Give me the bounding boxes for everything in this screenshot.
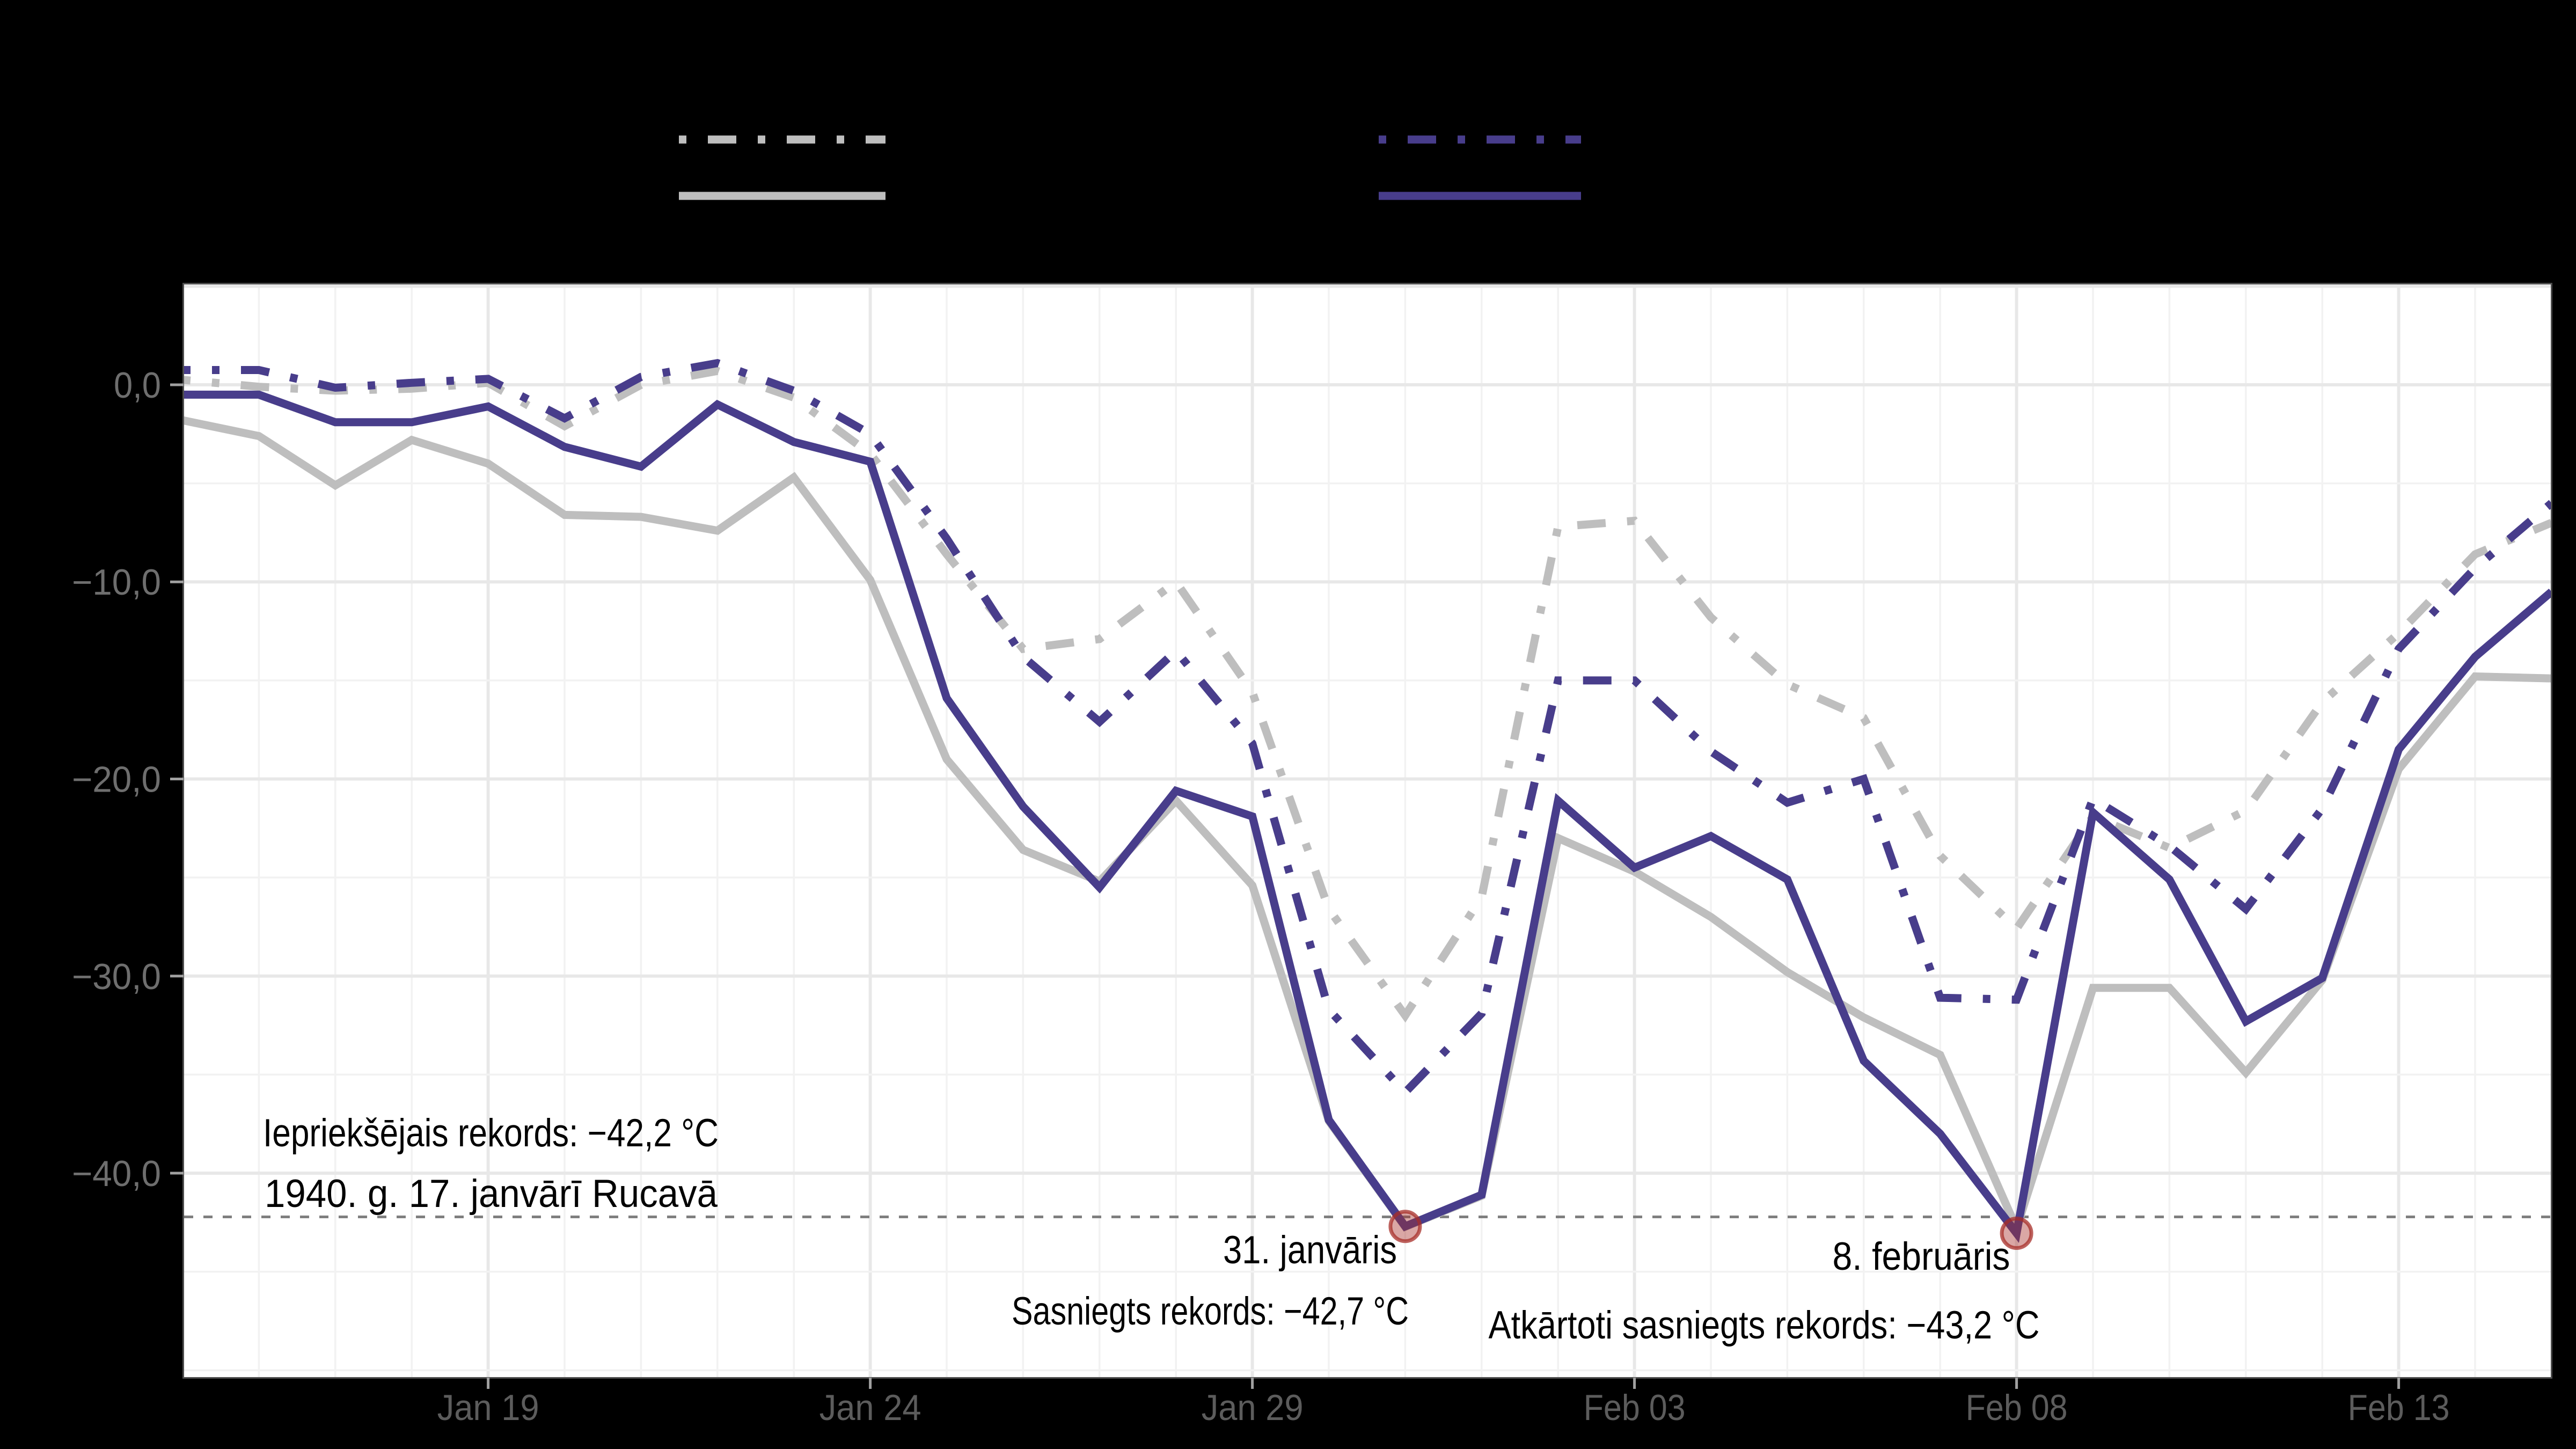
svg-text:−30,0: −30,0 xyxy=(72,956,161,997)
svg-text:−10,0: −10,0 xyxy=(72,562,161,603)
svg-text:0,0: 0,0 xyxy=(114,365,161,406)
svg-text:Iepriekšējais rekords: −42,2 °: Iepriekšējais rekords: −42,2 °C xyxy=(263,1111,719,1155)
svg-text:Feb 03: Feb 03 xyxy=(1584,1387,1686,1428)
svg-text:8. februāris: 8. februāris xyxy=(1833,1235,2010,1278)
svg-text:Sasniegts rekords: −42,7 °C: Sasniegts rekords: −42,7 °C xyxy=(1012,1290,1409,1333)
svg-text:Jan 19: Jan 19 xyxy=(437,1387,539,1428)
svg-text:−40,0: −40,0 xyxy=(72,1153,161,1194)
svg-text:Feb 13: Feb 13 xyxy=(2348,1387,2450,1428)
svg-text:Jan 24: Jan 24 xyxy=(819,1387,921,1428)
svg-text:Feb 08: Feb 08 xyxy=(1966,1387,2068,1428)
svg-text:Atkārtoti sasniegts rekords: −: Atkārtoti sasniegts rekords: −43,2 °C xyxy=(1489,1304,2040,1347)
svg-text:Jan 29: Jan 29 xyxy=(1202,1387,1304,1428)
svg-text:31. janvāris: 31. janvāris xyxy=(1223,1228,1397,1272)
svg-text:−20,0: −20,0 xyxy=(72,759,161,800)
svg-text:1940. g. 17. janvārī Rucavā: 1940. g. 17. janvārī Rucavā xyxy=(265,1172,718,1216)
